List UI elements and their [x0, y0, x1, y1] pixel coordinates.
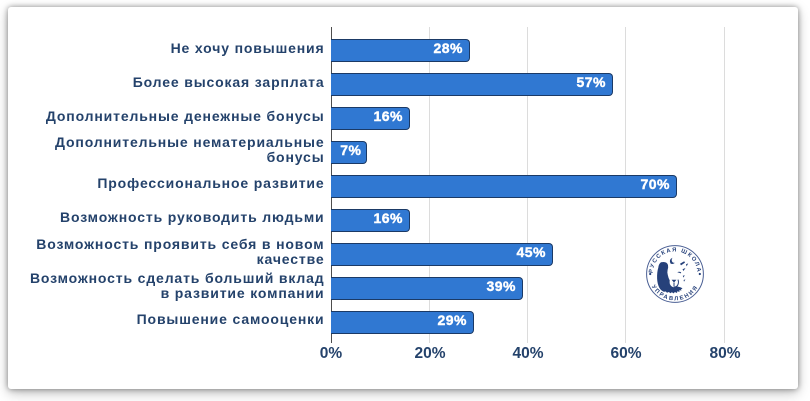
svg-text:РУССКАЯ ШКОЛА: РУССКАЯ ШКОЛА — [649, 247, 702, 273]
